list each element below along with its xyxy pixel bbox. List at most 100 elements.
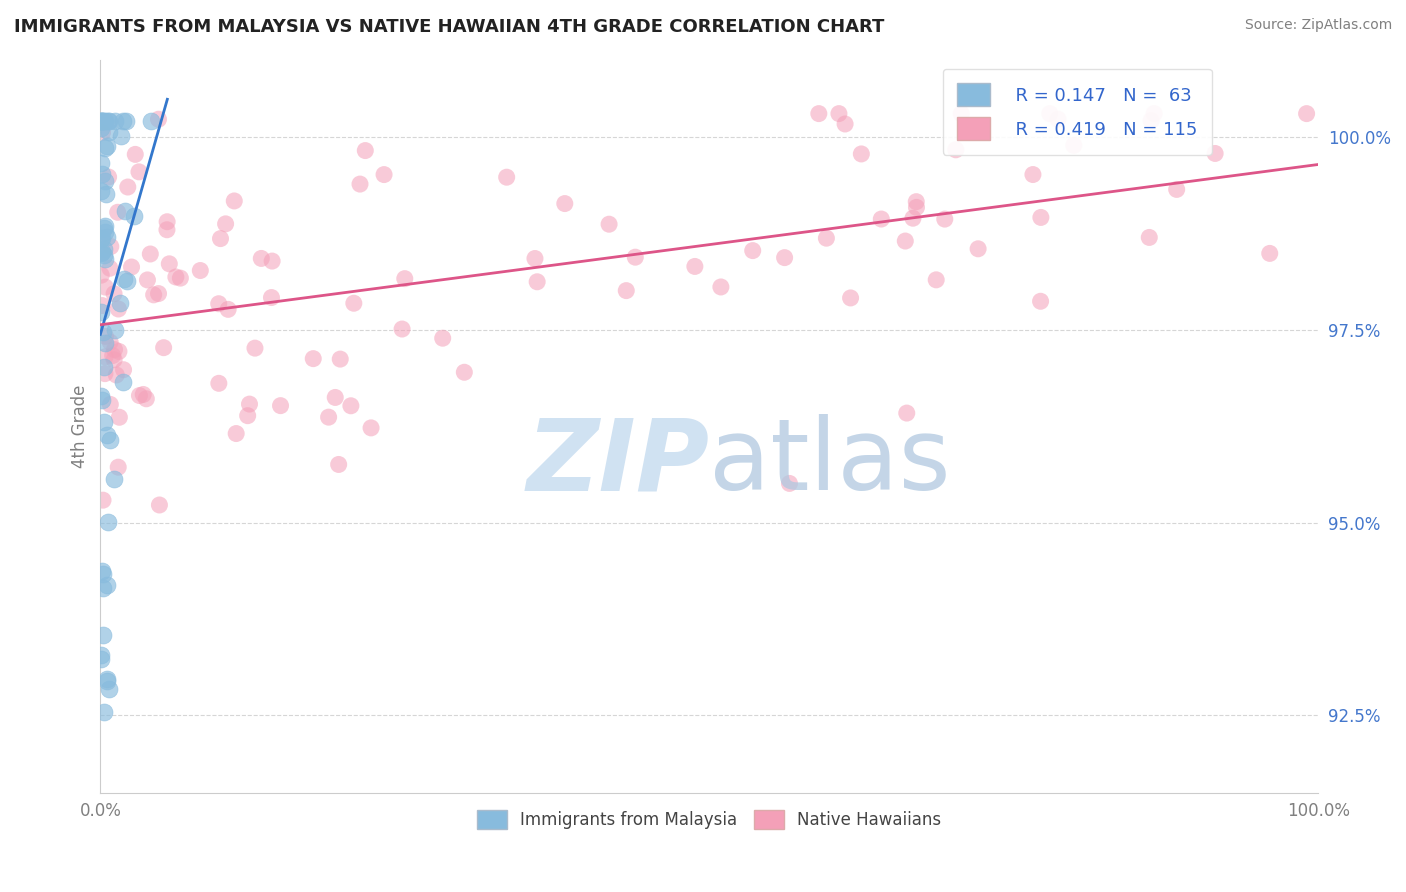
Point bbox=[208, 296, 231, 310]
Point bbox=[110, 129, 132, 144]
Point bbox=[128, 388, 150, 402]
Point bbox=[93, 248, 115, 262]
Point bbox=[90, 232, 112, 246]
Point bbox=[453, 365, 475, 379]
Point bbox=[114, 203, 136, 218]
Point bbox=[624, 250, 647, 264]
Point bbox=[98, 434, 121, 448]
Point bbox=[1039, 106, 1062, 120]
Point bbox=[329, 352, 352, 367]
Point bbox=[107, 460, 129, 475]
Point bbox=[107, 205, 129, 219]
Point bbox=[148, 286, 170, 301]
Point bbox=[91, 582, 114, 596]
Point bbox=[117, 180, 139, 194]
Point bbox=[302, 351, 325, 366]
Point bbox=[243, 341, 266, 355]
Point bbox=[90, 392, 112, 407]
Point bbox=[112, 362, 135, 376]
Point bbox=[710, 280, 733, 294]
Point bbox=[94, 187, 117, 202]
Point bbox=[139, 114, 162, 128]
Point bbox=[343, 296, 366, 310]
Point bbox=[94, 141, 117, 155]
Point bbox=[157, 257, 180, 271]
Point bbox=[945, 143, 967, 157]
Point bbox=[121, 260, 143, 274]
Point bbox=[94, 367, 117, 381]
Point bbox=[90, 245, 112, 260]
Point bbox=[108, 344, 131, 359]
Point bbox=[432, 331, 454, 345]
Point bbox=[1258, 246, 1281, 260]
Point bbox=[132, 387, 155, 401]
Point bbox=[91, 114, 114, 128]
Point bbox=[90, 185, 112, 199]
Point bbox=[839, 291, 862, 305]
Point bbox=[148, 112, 170, 127]
Point bbox=[94, 280, 117, 294]
Point bbox=[94, 174, 117, 188]
Text: atlas: atlas bbox=[709, 414, 950, 511]
Point bbox=[340, 399, 363, 413]
Point bbox=[934, 212, 956, 227]
Point bbox=[97, 125, 120, 139]
Point bbox=[96, 229, 118, 244]
Point bbox=[91, 167, 114, 181]
Point bbox=[98, 681, 121, 696]
Point bbox=[209, 231, 232, 245]
Point bbox=[93, 242, 115, 256]
Point bbox=[104, 323, 127, 337]
Point bbox=[328, 458, 350, 472]
Point bbox=[834, 117, 856, 131]
Point bbox=[870, 212, 893, 227]
Point bbox=[1046, 112, 1069, 127]
Point bbox=[90, 648, 112, 663]
Point bbox=[139, 247, 162, 261]
Text: Source: ZipAtlas.com: Source: ZipAtlas.com bbox=[1244, 18, 1392, 32]
Point bbox=[93, 220, 115, 235]
Point bbox=[391, 322, 413, 336]
Point bbox=[90, 114, 112, 128]
Point bbox=[90, 565, 112, 579]
Point bbox=[91, 325, 114, 339]
Point bbox=[967, 242, 990, 256]
Point bbox=[614, 284, 637, 298]
Point bbox=[270, 399, 292, 413]
Point bbox=[93, 705, 115, 719]
Point bbox=[93, 415, 115, 429]
Point bbox=[101, 349, 124, 363]
Point bbox=[104, 114, 127, 128]
Point bbox=[93, 252, 115, 267]
Text: ZIP: ZIP bbox=[526, 414, 709, 511]
Point bbox=[208, 376, 231, 391]
Point bbox=[91, 566, 114, 581]
Point bbox=[96, 139, 118, 153]
Point bbox=[103, 286, 125, 301]
Point bbox=[105, 368, 128, 382]
Point bbox=[260, 291, 283, 305]
Point bbox=[90, 156, 112, 170]
Point bbox=[188, 263, 211, 277]
Point bbox=[1204, 146, 1226, 161]
Point bbox=[394, 271, 416, 285]
Point bbox=[526, 275, 548, 289]
Point bbox=[741, 244, 763, 258]
Point bbox=[93, 114, 115, 128]
Point bbox=[950, 106, 973, 120]
Point bbox=[523, 252, 546, 266]
Point bbox=[894, 234, 917, 248]
Point bbox=[94, 225, 117, 239]
Point bbox=[91, 493, 114, 508]
Point bbox=[112, 375, 135, 389]
Point bbox=[148, 498, 170, 512]
Point bbox=[91, 114, 114, 128]
Point bbox=[1143, 106, 1166, 120]
Point bbox=[97, 169, 120, 184]
Point bbox=[94, 336, 117, 351]
Point bbox=[1166, 182, 1188, 196]
Point bbox=[136, 273, 159, 287]
Point bbox=[90, 652, 112, 666]
Point bbox=[807, 106, 830, 120]
Point bbox=[1022, 168, 1045, 182]
